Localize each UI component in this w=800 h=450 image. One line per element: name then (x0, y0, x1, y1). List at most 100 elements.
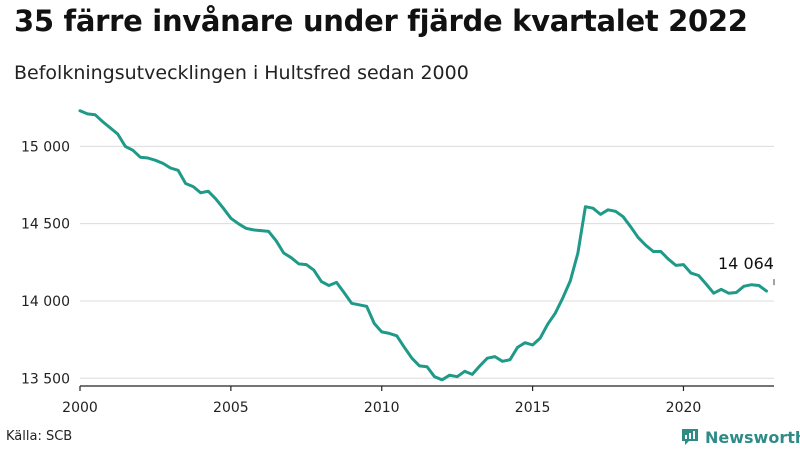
data-point (320, 280, 323, 283)
data-point (229, 217, 233, 220)
data-point (237, 222, 240, 225)
data-point (531, 343, 534, 347)
population-line-chart: 13 500 14 000 14 500 15 000 2000 2005 2010 201… (21, 109, 775, 416)
last-value-annotation: 14 064 (718, 254, 774, 273)
data-point (682, 263, 685, 266)
y-axis-tick-labels: 13 500 14 000 14 500 15 000 (21, 139, 70, 387)
data-point (697, 274, 700, 277)
data-point (637, 236, 640, 239)
data-point (569, 279, 572, 283)
y-tick-label: 15 000 (21, 139, 70, 155)
data-point (169, 166, 172, 170)
data-point (342, 291, 346, 294)
data-point (554, 312, 557, 315)
data-point (282, 251, 285, 255)
gridlines (80, 145, 774, 379)
data-point (591, 207, 595, 210)
data-point (523, 341, 527, 344)
data-point (222, 207, 225, 210)
data-point (501, 360, 504, 363)
data-point (629, 225, 632, 228)
data-point (478, 364, 481, 368)
data-point (139, 156, 142, 159)
data-point (689, 271, 693, 275)
data-point (116, 132, 119, 136)
data-point (267, 230, 270, 233)
data-point (720, 288, 723, 291)
data-point (274, 239, 278, 242)
data-point (146, 156, 150, 160)
data-point (410, 357, 414, 360)
data-point (244, 227, 248, 230)
data-point (539, 336, 542, 340)
data-point (659, 250, 662, 253)
data-point (463, 370, 466, 373)
x-tick-label: 2015 (515, 400, 551, 416)
bar-chart-icon (682, 429, 698, 445)
data-point (161, 162, 165, 165)
data-point (727, 292, 730, 295)
data-point (425, 365, 429, 368)
data-point (599, 213, 602, 216)
data-point (561, 296, 564, 300)
data-point (259, 229, 263, 232)
data-point (350, 302, 353, 305)
data-point (109, 126, 112, 129)
data-point (373, 322, 376, 325)
x-tick-label: 2005 (213, 400, 249, 416)
x-axis-ticks: 2000 2005 2010 2015 2020 (62, 386, 701, 416)
data-point (78, 109, 82, 113)
data-point (621, 215, 625, 218)
data-point (471, 373, 474, 376)
x-tick-label: 2010 (364, 400, 400, 416)
data-points (78, 109, 768, 381)
chart-subtitle: Befolkningsutvecklingen i Hultsfred seda… (14, 62, 469, 84)
data-point (176, 169, 180, 172)
data-point (712, 292, 715, 295)
data-point (584, 205, 587, 208)
data-point (131, 149, 134, 152)
x-tick-label: 2000 (62, 400, 98, 416)
data-point (86, 112, 89, 116)
data-point (735, 291, 738, 294)
data-point (207, 190, 210, 193)
data-point (614, 210, 617, 213)
data-point (297, 262, 300, 266)
y-tick-label: 14 500 (21, 217, 70, 233)
data-point (448, 374, 451, 377)
data-point (486, 357, 489, 360)
source-note: Källa: SCB (6, 429, 73, 444)
data-point (192, 185, 195, 188)
data-point (652, 250, 655, 253)
data-point (327, 284, 331, 287)
data-point (380, 330, 383, 334)
data-point (644, 244, 647, 247)
data-point (508, 358, 512, 361)
data-point (433, 375, 436, 378)
data-point (516, 346, 519, 349)
data-point (124, 145, 127, 148)
data-point (335, 281, 338, 284)
data-point (365, 305, 368, 308)
data-point (493, 355, 497, 358)
data-point (456, 375, 459, 378)
data-point (704, 282, 708, 286)
data-point (667, 258, 670, 261)
data-point (305, 263, 308, 266)
data-point (742, 285, 745, 288)
data-point (750, 283, 753, 286)
x-tick-label: 2020 (666, 400, 702, 416)
y-tick-label: 13 500 (21, 371, 70, 387)
data-point (312, 268, 315, 272)
data-point (214, 197, 217, 201)
data-point (184, 182, 187, 185)
data-point (403, 346, 406, 349)
data-point (357, 303, 361, 306)
data-point (576, 251, 580, 255)
data-point (290, 256, 293, 259)
data-point (93, 113, 97, 116)
data-point (388, 332, 391, 335)
data-point (154, 159, 157, 162)
population-series-line (78, 109, 768, 382)
data-point (606, 208, 610, 211)
